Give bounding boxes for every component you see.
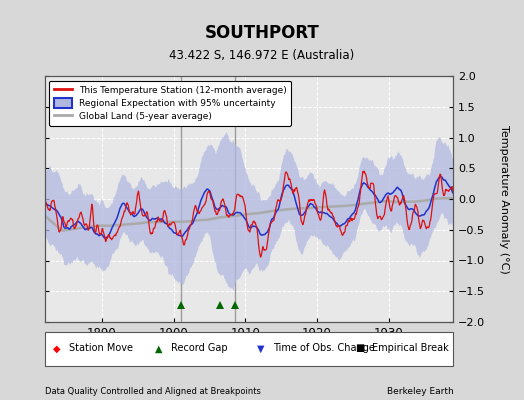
Text: ▲: ▲ — [155, 343, 162, 353]
Text: SOUTHPORT: SOUTHPORT — [205, 24, 319, 42]
FancyBboxPatch shape — [45, 332, 453, 366]
Text: Station Move: Station Move — [69, 343, 133, 353]
Text: ■: ■ — [355, 343, 364, 353]
Text: Data Quality Controlled and Aligned at Breakpoints: Data Quality Controlled and Aligned at B… — [45, 387, 260, 396]
Y-axis label: Temperature Anomaly (°C): Temperature Anomaly (°C) — [499, 125, 509, 273]
Text: Record Gap: Record Gap — [171, 343, 228, 353]
Text: Berkeley Earth: Berkeley Earth — [387, 387, 453, 396]
Text: ◆: ◆ — [53, 343, 60, 353]
Text: Time of Obs. Change: Time of Obs. Change — [274, 343, 375, 353]
Text: 43.422 S, 146.972 E (Australia): 43.422 S, 146.972 E (Australia) — [169, 49, 355, 62]
Legend: This Temperature Station (12-month average), Regional Expectation with 95% uncer: This Temperature Station (12-month avera… — [49, 80, 291, 126]
Text: ▼: ▼ — [257, 343, 265, 353]
Text: Empirical Break: Empirical Break — [372, 343, 448, 353]
